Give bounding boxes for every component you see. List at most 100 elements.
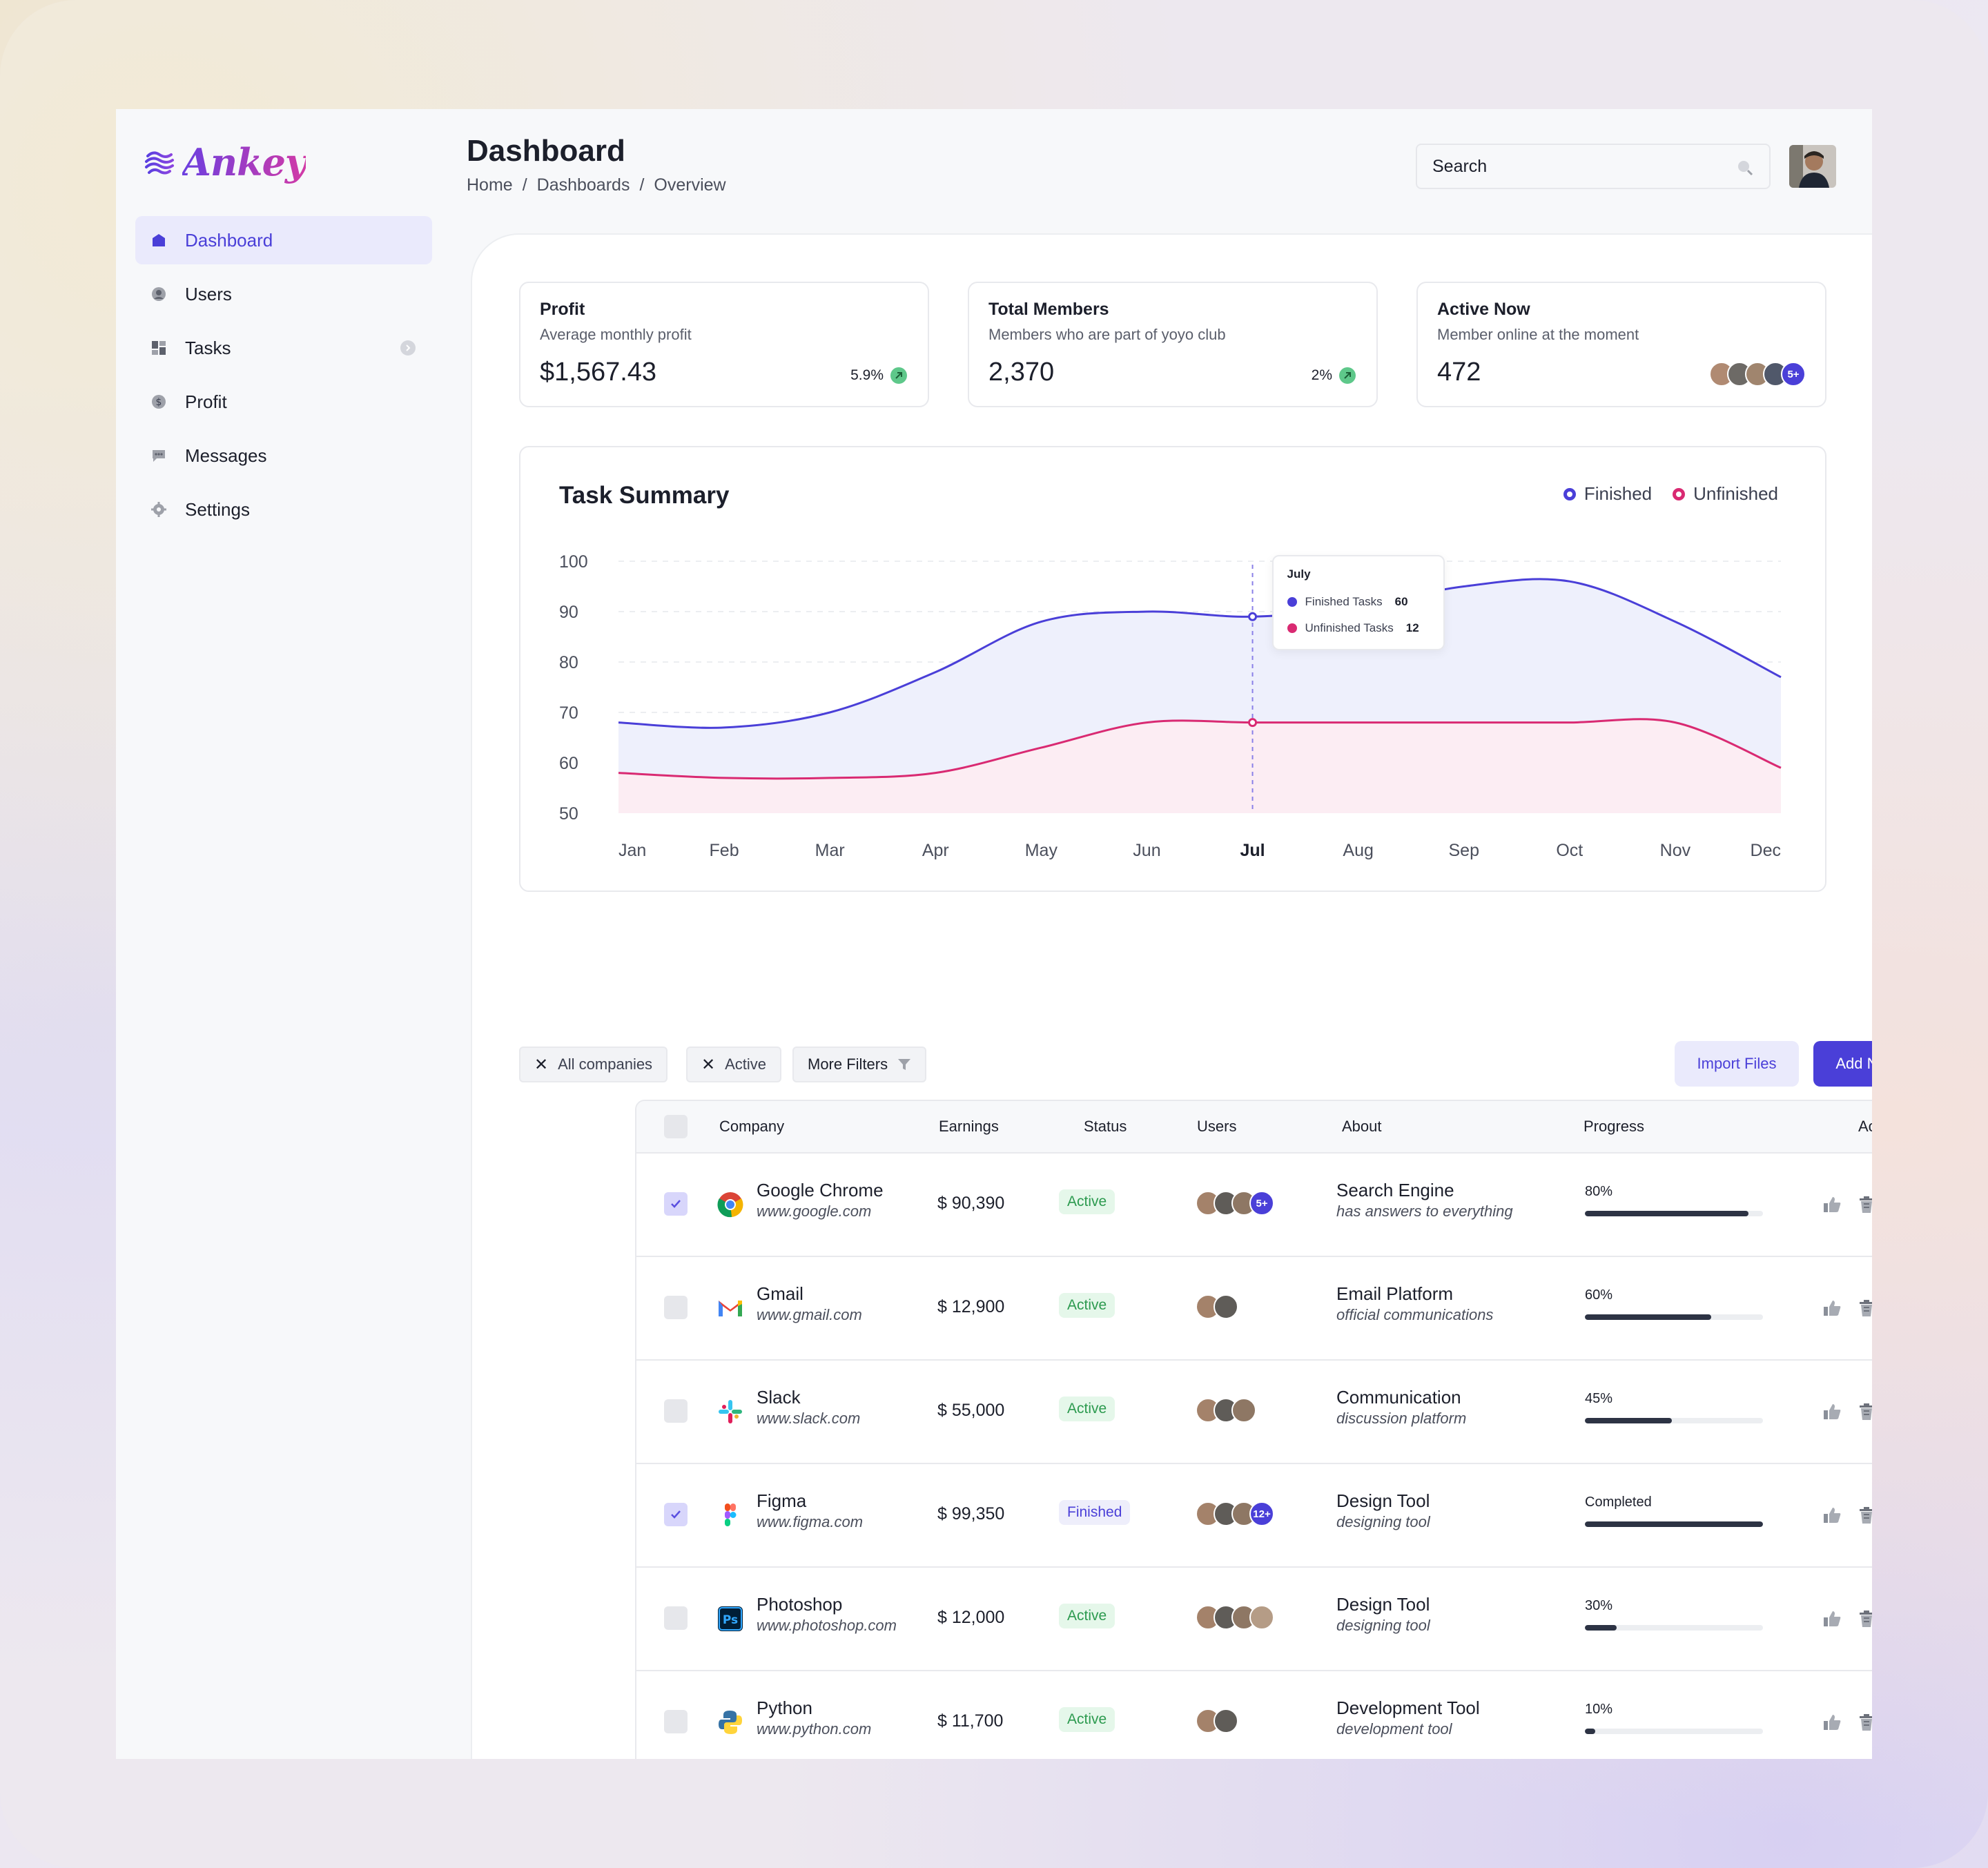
header-about[interactable]: About — [1342, 1118, 1382, 1135]
earnings-value: $ 90,390 — [937, 1194, 1005, 1213]
trash-icon[interactable] — [1855, 1401, 1872, 1423]
check-icon — [671, 1510, 681, 1519]
sidebar-item-label: Settings — [185, 498, 250, 520]
company-name[interactable]: Gmail — [757, 1283, 803, 1304]
legend-unfinished[interactable]: Unfinished — [1673, 483, 1778, 505]
about-title: Email Platform — [1336, 1283, 1454, 1304]
sidebar-item-users[interactable]: Users — [135, 270, 432, 318]
progress-fill — [1585, 1521, 1763, 1527]
brand-name: Ankey — [182, 140, 306, 184]
more-users-badge[interactable]: 5+ — [1249, 1191, 1274, 1216]
header-status[interactable]: Status — [1084, 1118, 1127, 1135]
company-name[interactable]: Figma — [757, 1490, 807, 1511]
company-cell[interactable]: Google Chrome www.google.com — [757, 1180, 884, 1220]
progress-label: Completed — [1585, 1495, 1652, 1510]
x-tick-label: Sep — [1448, 841, 1479, 860]
table-row[interactable]: Slack www.slack.com $ 55,000 Active Comm… — [636, 1361, 1872, 1464]
users-avatars[interactable] — [1196, 1709, 1238, 1733]
table-row[interactable]: Gmail www.gmail.com $ 12,900 Active Emai… — [636, 1257, 1872, 1361]
row-checkbox[interactable] — [664, 1710, 688, 1733]
legend-finished[interactable]: Finished — [1563, 483, 1652, 505]
row-checkbox[interactable] — [664, 1503, 688, 1526]
table-row[interactable]: Python www.python.com $ 11,700 Active De… — [636, 1671, 1872, 1759]
trash-icon[interactable] — [1855, 1194, 1872, 1216]
tooltip-title: July — [1287, 567, 1311, 581]
progress-bar — [1585, 1521, 1763, 1527]
select-all-checkbox[interactable] — [664, 1115, 688, 1138]
header-company[interactable]: Company — [719, 1118, 785, 1135]
sidebar-item-settings[interactable]: Settings — [135, 485, 432, 534]
user-avatar[interactable] — [1789, 145, 1836, 188]
row-checkbox[interactable] — [664, 1192, 688, 1216]
company-url[interactable]: www.google.com — [757, 1203, 872, 1220]
company-cell[interactable]: Python www.python.com — [757, 1697, 871, 1738]
search-input[interactable]: Search — [1416, 144, 1771, 189]
thumbs-up-icon[interactable] — [1821, 1194, 1843, 1216]
users-avatars[interactable]: 5+ — [1196, 1191, 1274, 1216]
avatar — [1249, 1605, 1274, 1630]
company-name[interactable]: Google Chrome — [757, 1180, 884, 1200]
users-avatars[interactable] — [1196, 1605, 1274, 1630]
company-name[interactable]: Python — [757, 1697, 812, 1718]
chevron-right-icon[interactable] — [400, 340, 416, 356]
row-checkbox[interactable] — [664, 1399, 688, 1423]
about-subtitle: official communications — [1336, 1306, 1494, 1323]
trash-icon[interactable] — [1855, 1608, 1872, 1630]
header-users[interactable]: Users — [1197, 1118, 1237, 1135]
company-url[interactable]: www.photoshop.com — [757, 1617, 897, 1634]
sidebar-item-profit[interactable]: $ Profit — [135, 378, 432, 426]
sidebar-item-messages[interactable]: Messages — [135, 431, 432, 480]
import-files-button[interactable]: Import Files — [1675, 1041, 1799, 1087]
filter-chip-active[interactable]: ✕ Active — [686, 1047, 782, 1082]
table-row[interactable]: Ps Photoshop www.photoshop.com $ 12,000 … — [636, 1568, 1872, 1671]
active-avatars[interactable]: 5+ — [1709, 362, 1806, 387]
thumbs-up-icon[interactable] — [1821, 1401, 1843, 1423]
sidebar-item-dashboard[interactable]: Dashboard — [135, 216, 432, 264]
breadcrumb-dashboards[interactable]: Dashboards — [536, 175, 630, 195]
sidebar-item-tasks[interactable]: Tasks — [135, 324, 432, 372]
company-url[interactable]: www.gmail.com — [757, 1306, 862, 1323]
company-cell[interactable]: Gmail www.gmail.com — [757, 1283, 862, 1324]
trash-icon[interactable] — [1855, 1297, 1872, 1319]
company-cell[interactable]: Photoshop www.photoshop.com — [757, 1594, 897, 1635]
progress-fill — [1585, 1418, 1673, 1423]
users-avatars[interactable] — [1196, 1398, 1256, 1423]
breadcrumb-home[interactable]: Home — [467, 175, 513, 195]
company-cell[interactable]: Figma www.figma.com — [757, 1490, 863, 1531]
users-avatars[interactable]: 12+ — [1196, 1501, 1274, 1526]
x-tick-label: May — [1025, 841, 1058, 860]
table-row[interactable]: Google Chrome www.google.com $ 90,390 Ac… — [636, 1154, 1872, 1257]
progress-cell: 60% — [1585, 1287, 1763, 1320]
brand-logo[interactable]: Ankey — [144, 140, 306, 184]
thumbs-up-icon[interactable] — [1821, 1608, 1843, 1630]
trash-icon[interactable] — [1855, 1711, 1872, 1733]
company-url[interactable]: www.python.com — [757, 1720, 872, 1738]
table-row[interactable]: Figma www.figma.com $ 99,350 Finished 12… — [636, 1464, 1872, 1568]
trash-icon[interactable] — [1855, 1504, 1872, 1526]
row-checkbox[interactable] — [664, 1296, 688, 1319]
users-avatars[interactable] — [1196, 1294, 1238, 1319]
row-checkbox[interactable] — [664, 1606, 688, 1630]
more-users-badge[interactable]: 5+ — [1781, 362, 1806, 387]
more-users-badge[interactable]: 12+ — [1249, 1501, 1274, 1526]
close-icon[interactable]: ✕ — [701, 1055, 716, 1074]
header-progress[interactable]: Progress — [1583, 1118, 1645, 1135]
page-title: Dashboard — [467, 134, 625, 168]
more-filters-button[interactable]: More Filters — [792, 1047, 927, 1082]
add-new-button[interactable]: Add New — [1813, 1041, 1872, 1087]
filter-chip-companies[interactable]: ✕ All companies — [519, 1047, 668, 1082]
header-actions: Actions — [1858, 1118, 1872, 1135]
company-url[interactable]: www.slack.com — [757, 1410, 861, 1427]
company-cell[interactable]: Slack www.slack.com — [757, 1387, 860, 1428]
company-name[interactable]: Photoshop — [757, 1594, 843, 1615]
close-icon[interactable]: ✕ — [534, 1055, 549, 1074]
thumbs-up-icon[interactable] — [1821, 1711, 1843, 1733]
company-name[interactable]: Slack — [757, 1387, 801, 1408]
header-earnings[interactable]: Earnings — [939, 1118, 999, 1135]
about-cell: Design Tool designing tool — [1336, 1594, 1430, 1635]
earnings-value: $ 11,700 — [937, 1711, 1004, 1731]
thumbs-up-icon[interactable] — [1821, 1297, 1843, 1319]
company-url[interactable]: www.figma.com — [757, 1513, 864, 1530]
thumbs-up-icon[interactable] — [1821, 1504, 1843, 1526]
gmail-logo-icon — [715, 1293, 746, 1323]
